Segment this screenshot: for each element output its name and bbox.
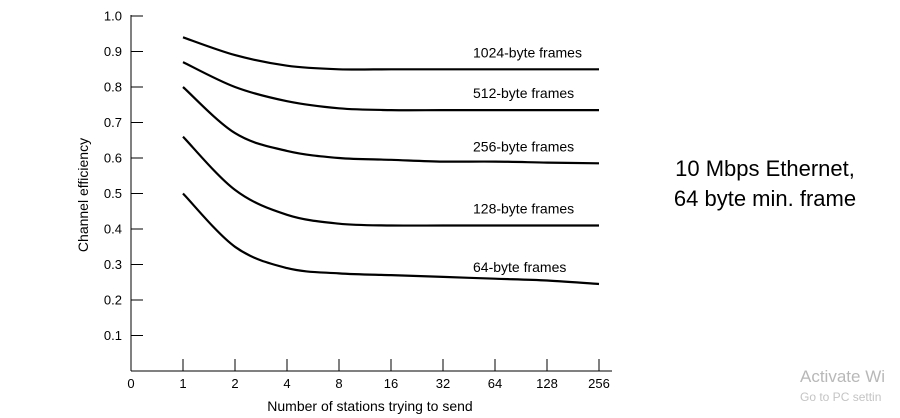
y-tick-label: 0.3 — [104, 257, 122, 272]
y-tick-label: 0.8 — [104, 80, 122, 95]
series-label-4: 128-byte frames — [473, 200, 574, 216]
x-tick-label: 4 — [283, 376, 290, 391]
y-tick-label: 0.1 — [104, 328, 122, 343]
series-label-3: 256-byte frames — [473, 138, 574, 154]
series-line-1 — [182, 36, 599, 71]
series-label-5: 64-byte frames — [473, 259, 566, 275]
series-line-5 — [182, 192, 600, 286]
x-axis-label: Number of stations trying to send — [267, 398, 472, 414]
y-tick-label: 0.7 — [104, 115, 122, 130]
y-tick-label: 0.9 — [104, 44, 122, 59]
x-tick-label: 2 — [231, 376, 238, 391]
x-tick-label: 0 — [127, 376, 134, 391]
x-tick-label: 32 — [436, 376, 450, 391]
side-note: 10 Mbps Ethernet, 64 byte min. frame — [640, 154, 890, 214]
series-label-1: 1024-byte frames — [473, 44, 582, 60]
x-tick-label: 64 — [488, 376, 502, 391]
series-line-2 — [182, 61, 599, 112]
watermark-subtitle: Go to PC settin — [800, 390, 882, 404]
side-note-line-1: 10 Mbps Ethernet, — [675, 156, 855, 181]
y-axis-ticks: 0.1 0.2 0.3 0.4 0.5 0.6 0.7 0.8 0.9 1.0 — [104, 9, 143, 343]
series-line-4 — [182, 135, 599, 227]
series-label-2: 512-byte frames — [473, 85, 574, 101]
y-tick-label: 0.5 — [104, 186, 122, 201]
series-line-3 — [182, 86, 600, 165]
y-tick-label: 0.2 — [104, 293, 122, 308]
y-tick-label: 0.4 — [104, 222, 122, 237]
x-tick-label: 128 — [536, 376, 558, 391]
activation-watermark: Activate Wi Go to PC settin — [800, 366, 900, 406]
x-tick-label: 8 — [335, 376, 342, 391]
x-axis-ticks: 0 1 2 4 8 16 32 64 128 256 — [127, 359, 610, 391]
watermark-title: Activate Wi — [800, 367, 886, 386]
chart-series: 1024-byte frames 512-byte frames 256-byte … — [182, 36, 600, 286]
x-tick-label: 256 — [588, 376, 610, 391]
side-note-line-2: 64 byte min. frame — [673, 186, 857, 211]
x-tick-label: 1 — [179, 376, 186, 391]
y-tick-label: 0.6 — [104, 151, 122, 166]
y-tick-label: 1.0 — [104, 9, 122, 24]
x-tick-label: 16 — [384, 376, 398, 391]
y-axis-label: Channel efficiency — [75, 138, 91, 252]
